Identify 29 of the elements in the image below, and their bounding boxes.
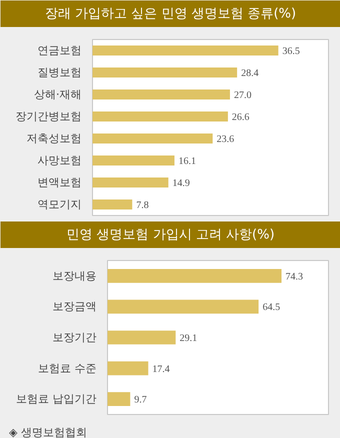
data-label: 27.0 — [234, 90, 252, 101]
y-tick-label: 역모기지 — [38, 198, 82, 211]
data-label: 16.1 — [178, 156, 196, 167]
chart-title: 민영 생명보험 가입시 고려 사항(%) — [66, 228, 275, 242]
chart-title: 장래 가입하고 싶은 민영 생명보험 종류(%) — [44, 6, 296, 22]
y-tick-label: 연금보험 — [38, 44, 82, 57]
data-label: 17.4 — [152, 364, 170, 375]
y-tick-label: 보장금액 — [52, 300, 96, 314]
data-label: 74.3 — [286, 271, 304, 282]
text: ◈ 생명보험협회 — [9, 426, 87, 438]
data-label: 14.9 — [172, 178, 190, 189]
y-tick-label: 질병보험 — [38, 66, 82, 79]
data-label: 28.4 — [241, 68, 259, 79]
y-tick-label: 보험료 수준 — [38, 362, 97, 375]
y-tick-label: 저축성보험 — [26, 132, 82, 145]
data-label: 9.7 — [134, 394, 147, 406]
data-label: 7.8 — [136, 200, 149, 211]
data-label: 29.1 — [180, 333, 198, 344]
data-label: 26.6 — [232, 112, 250, 123]
y-tick-label: 보장내용 — [52, 269, 96, 282]
y-tick-label: 사망보험 — [38, 154, 82, 167]
data-label: 36.5 — [282, 46, 300, 57]
y-tick-label: 변액보험 — [38, 176, 82, 189]
data-label: 23.6 — [216, 134, 234, 145]
y-tick-label: 보장기간 — [52, 331, 96, 344]
data-label: 64.5 — [262, 302, 280, 314]
y-tick-label: 상해·재해 — [34, 88, 82, 101]
y-tick-label: 장기간병보험 — [16, 110, 82, 123]
y-tick-label: 보험료 납입기간 — [16, 392, 97, 406]
